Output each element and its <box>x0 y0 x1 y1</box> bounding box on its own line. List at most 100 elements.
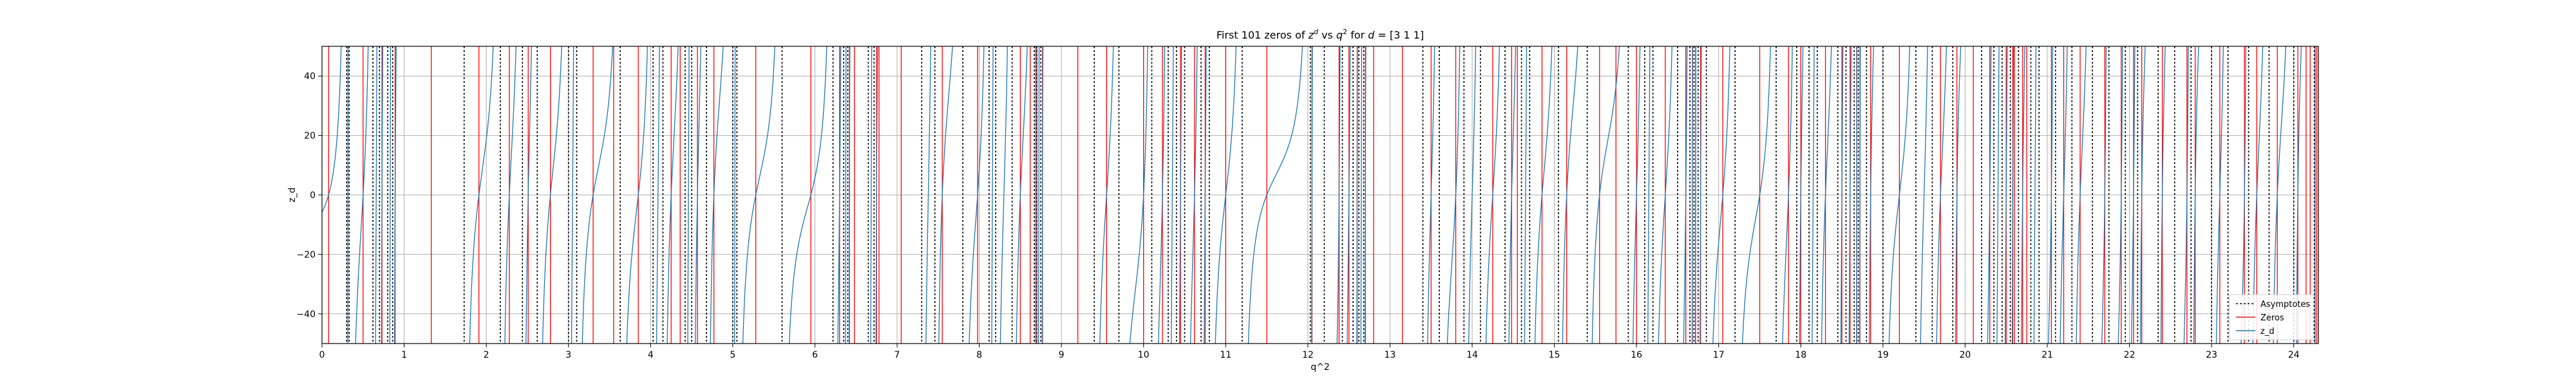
curve-branch <box>999 46 1008 344</box>
x-tick-label: 14 <box>1466 350 1478 360</box>
curve-branch <box>1189 46 1198 344</box>
curve-branch <box>1920 46 1928 344</box>
curve-branch <box>1821 46 1832 344</box>
x-tick-label: 1 <box>401 350 407 360</box>
curve-branch <box>1712 46 1730 344</box>
x-tick-label: 21 <box>2041 350 2053 360</box>
curve-branch <box>656 46 660 344</box>
curve-branch <box>870 46 873 344</box>
curve-branch <box>2296 46 2302 344</box>
curve-branch <box>1129 46 1148 344</box>
curve-branch <box>1683 46 1688 344</box>
y-tick-label: 40 <box>304 71 316 82</box>
x-tick-label: 13 <box>1385 350 1396 360</box>
x-tick-label: 3 <box>565 350 571 360</box>
y-axis-label: z_d <box>287 187 298 202</box>
x-tick-label: 2 <box>484 350 489 360</box>
curve-branch <box>1427 46 1435 344</box>
curve-branch <box>1741 46 1771 344</box>
y-tick-label: 0 <box>310 190 316 201</box>
curve-branch <box>355 46 369 344</box>
curve-branch <box>2005 46 2008 344</box>
curve-branch <box>1888 46 1911 344</box>
x-tick-label: 10 <box>1138 350 1150 360</box>
curve-branch <box>347 46 348 344</box>
curve-branch <box>845 46 847 344</box>
curve-branch <box>2139 46 2146 344</box>
y-tick-label: 20 <box>304 131 316 142</box>
x-tick-label: 11 <box>1220 350 1231 360</box>
curve-branch <box>1038 46 1040 344</box>
x-tick-label: 8 <box>976 350 982 360</box>
curve-branch <box>694 46 701 344</box>
curve-branch <box>389 46 392 344</box>
x-tick-label: 12 <box>1302 350 1314 360</box>
curve-branch <box>571 46 574 344</box>
curve-branch <box>1562 46 1578 344</box>
curve-branch <box>375 46 377 344</box>
curve-branch <box>2215 46 2224 344</box>
curve-branch <box>1171 46 1174 344</box>
x-tick-label: 20 <box>1960 350 1971 360</box>
curve-branch <box>1996 46 2000 344</box>
x-tick-label: 6 <box>812 350 818 360</box>
curve-branch <box>1812 46 1815 344</box>
curve-branch <box>322 46 342 213</box>
curve-branch <box>1508 46 1517 344</box>
x-tick-label: 5 <box>730 350 735 360</box>
curve-branch <box>626 46 648 344</box>
curve-branch <box>1955 46 1962 344</box>
curve-branch <box>734 46 736 344</box>
curve-branch <box>2240 46 2246 344</box>
legend-label: z_d <box>2260 327 2275 336</box>
y-tick-label: −20 <box>296 250 316 260</box>
curve-branch <box>969 46 985 344</box>
curve-branch <box>526 46 532 344</box>
plot-marks <box>322 46 2318 344</box>
x-tick-label: 24 <box>2288 350 2300 360</box>
legend-box <box>2229 294 2314 340</box>
x-tick-label: 16 <box>1631 350 1642 360</box>
x-tick-label: 17 <box>1713 350 1725 360</box>
y-tick-label: −40 <box>296 309 316 320</box>
curve-branch <box>1534 46 1553 344</box>
curve-branch <box>1647 46 1651 344</box>
curve-branch <box>788 46 828 344</box>
curve-branch <box>2193 46 2199 344</box>
curve-branch <box>1215 46 1236 344</box>
x-tick-label: 18 <box>1795 350 1806 360</box>
curve-branch <box>1591 46 1620 344</box>
curve-branch <box>1468 46 1477 344</box>
curve-branch <box>1658 46 1672 344</box>
curve-branch <box>1524 46 1528 344</box>
curve-branch <box>667 46 679 344</box>
x-tick-label: 9 <box>1059 350 1065 360</box>
plot-area: 0 1 2 3 4 5 6 7 8 9 10 11 12 13 14 15 16 17 18 19 20 21 22 23 24… <box>296 46 2319 360</box>
curve-branch <box>2130 46 2136 344</box>
x-tick-label: 22 <box>2124 350 2136 360</box>
curve-branch <box>1099 46 1114 344</box>
curve-branch <box>1204 46 1207 344</box>
curve-branch <box>2021 46 2025 344</box>
legend: Asymptotes Zeros z_d <box>2229 294 2314 340</box>
legend-label: Asymptotes <box>2260 300 2310 309</box>
curve-branch <box>2252 46 2264 344</box>
curve-branch <box>837 46 842 344</box>
x-tick-label: 4 <box>648 350 654 360</box>
curve-branch <box>1782 46 1793 344</box>
curve-branch <box>1840 46 1844 344</box>
legend-label: Zeros <box>2260 313 2284 323</box>
curve-branch <box>1179 46 1182 344</box>
curve-branch <box>938 46 953 344</box>
curve-branch <box>1158 46 1166 344</box>
curve-branch <box>2076 46 2087 344</box>
x-tick-label: 23 <box>2206 350 2217 360</box>
curve-branch <box>1799 46 1804 344</box>
chart-title: First 101 zeros of zd vs q2 for d = [3 1… <box>1217 28 1424 41</box>
curve-branch <box>1485 46 1501 344</box>
curve-branch <box>504 46 516 344</box>
curve-branch <box>1360 46 1363 344</box>
curve-branch <box>1446 46 1461 344</box>
curve-branch <box>1247 46 1303 344</box>
